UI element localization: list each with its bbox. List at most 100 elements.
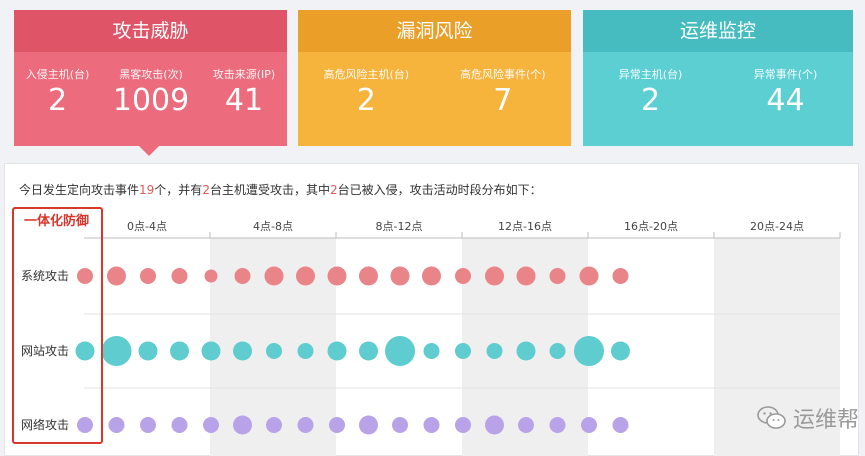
- stat-hacker-attacks: 黑客攻击(次) 1009: [113, 66, 189, 118]
- card-title: 运维监控: [583, 10, 853, 52]
- card-attack-threat[interactable]: 攻击威胁 入侵主机(台) 2 黑客攻击(次) 1009 攻击来源(IP) 41: [14, 10, 287, 146]
- attack-dot: [108, 417, 125, 433]
- attack-dot: [140, 268, 156, 284]
- attack-dot: [203, 417, 219, 433]
- attack-dot: [579, 266, 599, 286]
- stat-label: 入侵主机(台): [25, 68, 90, 81]
- attack-dot: [140, 417, 156, 433]
- attack-dot: [423, 417, 440, 433]
- watermark-text: 运维帮: [792, 408, 859, 433]
- attack-dot: [233, 415, 252, 435]
- attack-dot: [612, 268, 629, 284]
- attack-dot: [392, 417, 408, 433]
- annotation-highlight-box: [12, 207, 103, 444]
- wechat-icon: [757, 406, 786, 429]
- stat-value: 2: [640, 83, 661, 118]
- attack-dot: [296, 266, 315, 286]
- period-label: 4点-8点: [253, 220, 293, 233]
- stat-label: 高危风险主机(台): [323, 68, 410, 81]
- stat-abnormal-hosts: 异常主机(台) 2: [619, 66, 683, 118]
- attack-dot: [233, 341, 252, 361]
- stat-label: 高危风险事件(个): [459, 68, 546, 81]
- attack-dot: [234, 268, 251, 284]
- watermark: 运维帮: [757, 402, 859, 434]
- attack-dot: [518, 417, 534, 433]
- attack-dot: [385, 336, 415, 366]
- row-label: 网络攻击: [21, 417, 69, 432]
- row-label: 网站攻击: [21, 344, 69, 358]
- attack-dot: [77, 417, 93, 433]
- attack-dot: [77, 268, 93, 284]
- attack-dot: [516, 266, 536, 286]
- attack-dot: [264, 266, 284, 286]
- stat-label: 攻击来源(IP): [212, 68, 276, 81]
- attack-dot: [297, 417, 314, 433]
- attack-dot: [422, 266, 441, 286]
- attack-dot: [101, 336, 132, 366]
- attack-dot: [138, 341, 158, 361]
- stat-value: 1009: [112, 83, 190, 118]
- attack-dot: [107, 266, 126, 286]
- attack-dot: [455, 417, 471, 433]
- stat-high-risk-hosts: 高危风险主机(台) 2: [323, 66, 409, 118]
- attack-dot: [266, 417, 282, 433]
- attack-dot: [549, 417, 566, 433]
- card-ops-monitoring[interactable]: 运维监控 异常主机(台) 2 异常事件(个) 44: [583, 10, 853, 146]
- attack-dot: [266, 343, 282, 359]
- summary-event-count: 19: [139, 183, 155, 197]
- summary-text: 台已被入侵，攻击活动时段分布如下：: [337, 183, 542, 197]
- stat-abnormal-events: 异常事件(个) 44: [754, 66, 818, 118]
- period-label: 0点-4点: [127, 220, 167, 233]
- attack-dot: [359, 341, 378, 361]
- stat-label: 异常事件(个): [753, 68, 818, 81]
- attack-dot: [612, 417, 629, 433]
- attack-dot: [171, 417, 188, 433]
- attack-dot: [549, 343, 566, 359]
- card-title: 攻击威胁: [14, 10, 287, 52]
- attack-dot: [485, 415, 504, 435]
- attack-dot: [171, 268, 188, 284]
- stat-invaded-hosts: 入侵主机(台) 2: [26, 66, 90, 118]
- summary-text: 台主机遭受攻击，其中: [209, 183, 330, 197]
- stat-value: 7: [493, 83, 513, 118]
- card-title: 漏洞风险: [298, 10, 571, 52]
- active-card-pointer: [139, 146, 159, 156]
- attack-dot: [423, 343, 440, 359]
- attack-dot: [486, 343, 503, 359]
- attack-dot: [455, 268, 471, 284]
- attack-dot: [201, 341, 221, 361]
- attack-dot: [204, 269, 218, 283]
- attack-dot: [329, 417, 345, 433]
- attack-dot: [327, 341, 347, 361]
- summary-text: 今日发生定向攻击事件: [19, 183, 140, 197]
- attack-dot: [170, 341, 189, 361]
- attack-dot: [581, 417, 597, 433]
- card-vulnerability-risk[interactable]: 漏洞风险 高危风险主机(台) 2 高危风险事件(个) 7: [298, 10, 571, 146]
- summary-host-count: 2: [202, 183, 210, 197]
- stat-value: 41: [224, 83, 264, 118]
- attack-dot: [455, 343, 471, 359]
- attack-dot: [75, 341, 95, 361]
- stat-value: 44: [766, 83, 805, 118]
- period-label: 20点-24点: [750, 220, 804, 233]
- stat-value: 2: [48, 83, 68, 118]
- attack-dot: [485, 266, 504, 286]
- attack-dot: [390, 266, 410, 286]
- attack-dot: [611, 341, 630, 361]
- attack-dot: [359, 266, 378, 286]
- attack-dot: [359, 415, 378, 435]
- period-label: 12点-16点: [498, 220, 552, 233]
- attack-dot: [327, 266, 347, 286]
- attack-summary-text: 今日发生定向攻击事件19个，并有2台主机遭受攻击，其中2台已被入侵，攻击活动时段…: [19, 181, 542, 198]
- stat-label: 异常主机(台): [618, 68, 683, 81]
- period-label: 16点-20点: [624, 220, 678, 233]
- stat-value: 2: [356, 83, 376, 118]
- attack-dot: [297, 343, 314, 359]
- attack-dot: [516, 341, 536, 361]
- stat-high-risk-events: 高危风险事件(个) 7: [460, 66, 546, 118]
- attack-dot: [574, 336, 604, 366]
- period-label: 8点-12点: [376, 220, 423, 233]
- summary-invaded-count: 2: [329, 183, 338, 197]
